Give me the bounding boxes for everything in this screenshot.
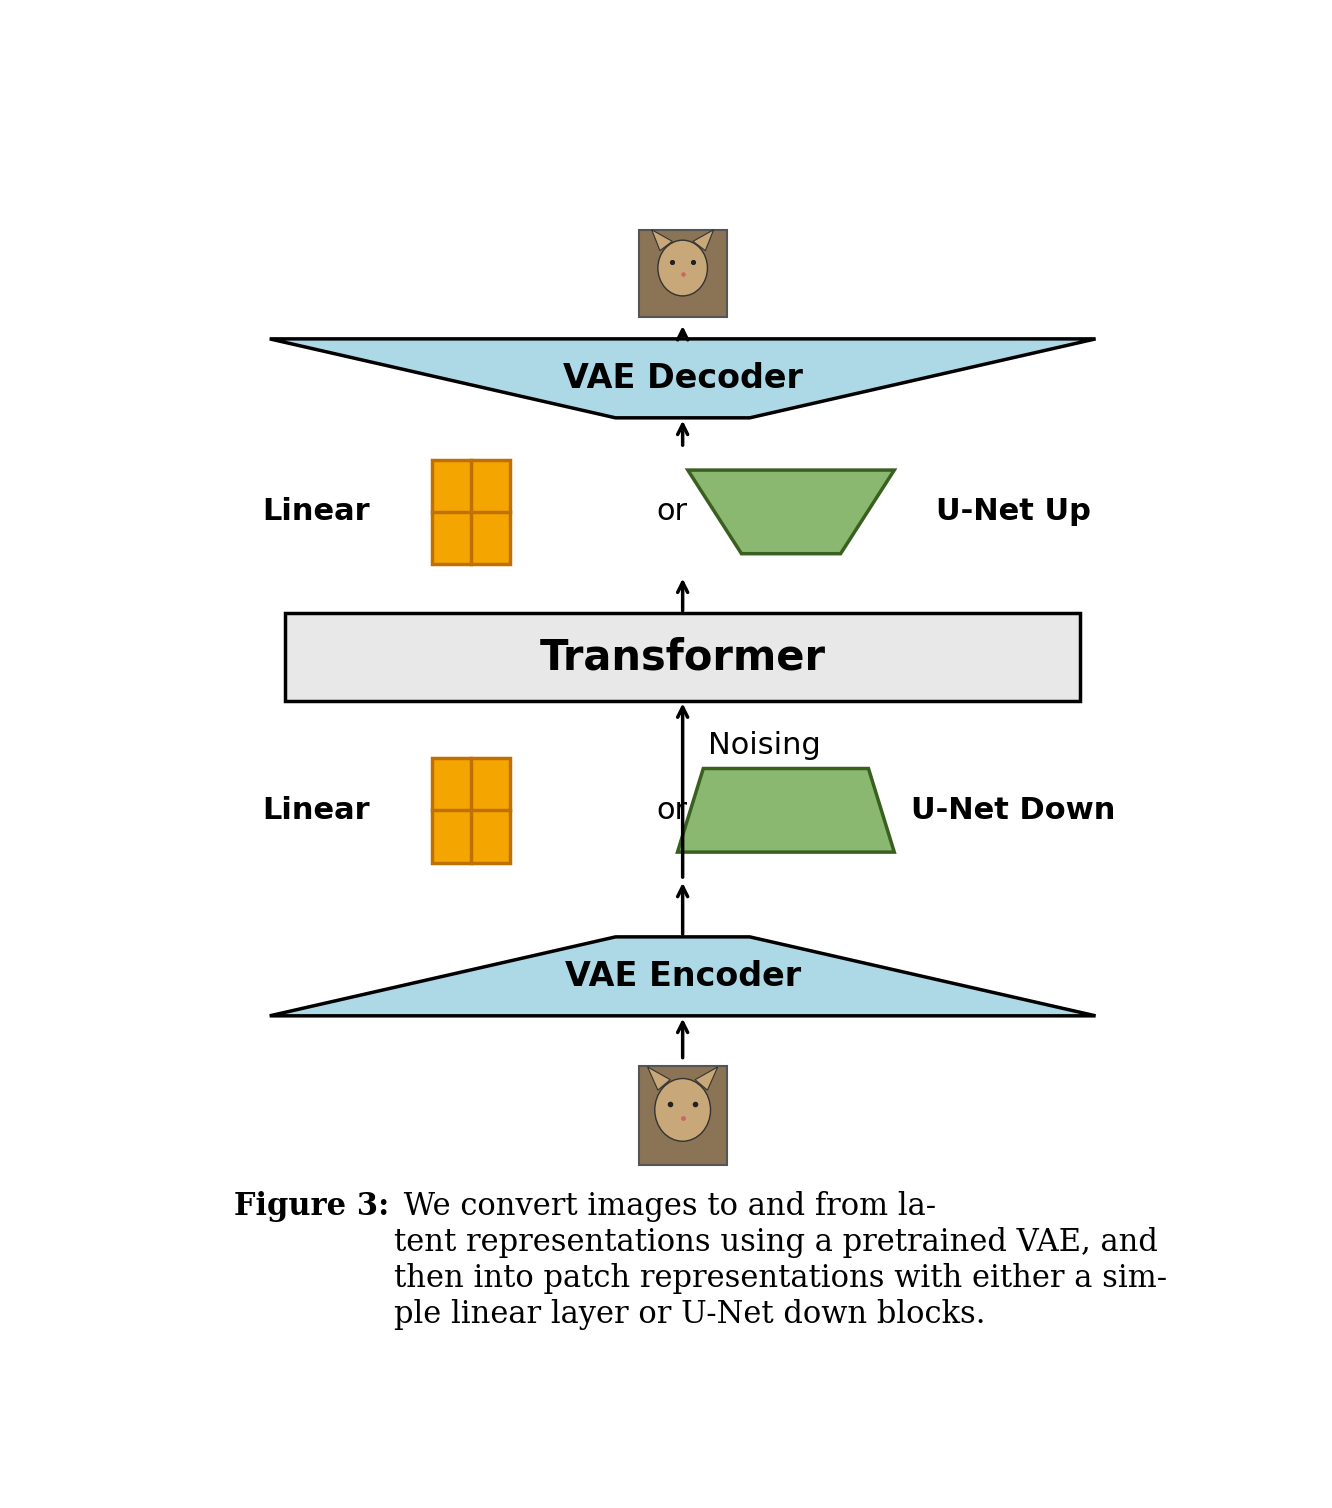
Polygon shape bbox=[647, 1068, 670, 1090]
Text: We convert images to and from la-
tent representations using a pretrained VAE, a: We convert images to and from la- tent r… bbox=[394, 1191, 1167, 1330]
Text: VAE Encoder: VAE Encoder bbox=[565, 961, 801, 992]
Polygon shape bbox=[687, 470, 894, 553]
Bar bbox=[433, 460, 510, 564]
FancyBboxPatch shape bbox=[285, 614, 1080, 701]
Text: U-Net Down: U-Net Down bbox=[911, 796, 1115, 825]
Polygon shape bbox=[651, 229, 673, 250]
Circle shape bbox=[655, 1078, 710, 1142]
Text: Noising: Noising bbox=[709, 731, 822, 760]
Circle shape bbox=[658, 240, 707, 296]
Polygon shape bbox=[269, 936, 1095, 1016]
Text: Linear: Linear bbox=[262, 796, 370, 825]
Bar bbox=[433, 759, 510, 863]
FancyBboxPatch shape bbox=[639, 1066, 726, 1166]
Polygon shape bbox=[695, 1068, 718, 1090]
Text: or: or bbox=[657, 796, 687, 825]
Text: or: or bbox=[657, 498, 687, 526]
Polygon shape bbox=[269, 339, 1095, 418]
Polygon shape bbox=[693, 229, 714, 250]
FancyBboxPatch shape bbox=[639, 231, 726, 317]
Text: Figure 3:: Figure 3: bbox=[233, 1191, 389, 1221]
Text: Transformer: Transformer bbox=[539, 636, 826, 679]
Text: VAE Decoder: VAE Decoder bbox=[562, 362, 803, 395]
Text: U-Net Up: U-Net Up bbox=[935, 498, 1091, 526]
Polygon shape bbox=[678, 769, 894, 852]
Text: Linear: Linear bbox=[262, 498, 370, 526]
